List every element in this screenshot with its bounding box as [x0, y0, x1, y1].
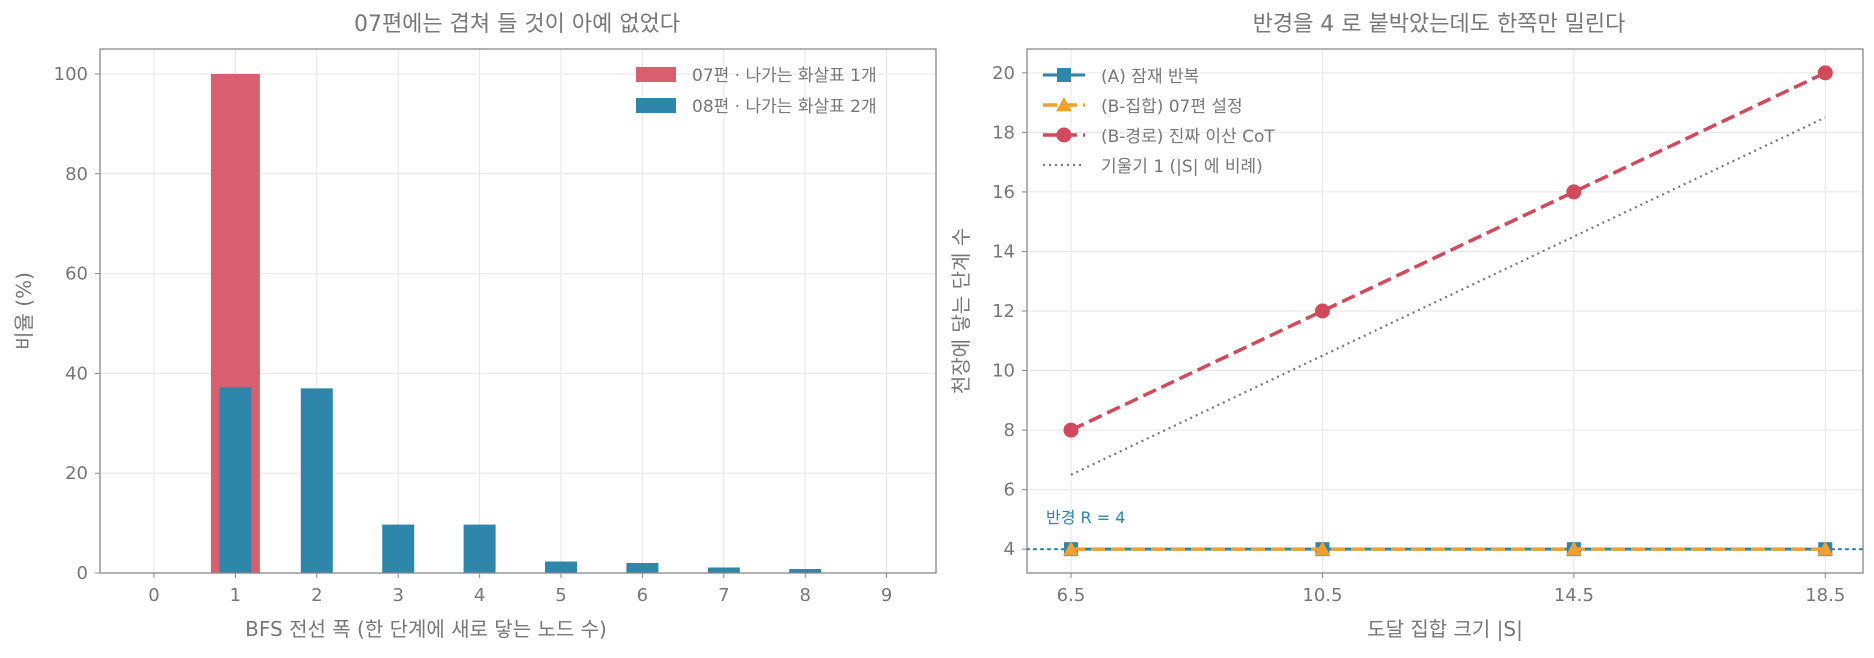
- right-y-tick-label: 16: [992, 182, 1015, 203]
- left-x-tick-label: 9: [881, 585, 892, 606]
- right-y-tick-label: 14: [992, 241, 1015, 262]
- left-y-tick-label: 100: [54, 64, 88, 85]
- right-x-tick-label: 10.5: [1302, 585, 1342, 606]
- left-x-tick-label: 1: [230, 585, 241, 606]
- series-point-2: [1314, 303, 1330, 319]
- legend-marker-1: [1056, 97, 1072, 112]
- bar-08-6: [626, 563, 659, 573]
- bar-08-7: [707, 567, 740, 573]
- legend-label-08: 08편 · 나가는 화살표 2개: [692, 97, 877, 117]
- bar-08-3: [382, 524, 415, 573]
- reach-steps-line-chart: 반경을 4 로 붙박았는데도 한쪽만 밀린다 6.5 10.5 14.5 18.5 4…: [949, 12, 1865, 641]
- right-y-tick-label: 12: [992, 301, 1015, 322]
- series-point-2: [1566, 184, 1582, 200]
- legend-label-07: 07편 · 나가는 화살표 1개: [692, 66, 877, 86]
- series-line-3: [1070, 116, 1826, 476]
- left-x-tick-label: 7: [718, 585, 729, 606]
- bar-08-2: [300, 388, 333, 573]
- right-legend: (A) 잠재 반복 (B-집합) 07편 설정 (B-경로) 진짜 이산 CoT…: [1043, 67, 1275, 177]
- left-x-tick-label: 5: [555, 585, 566, 606]
- left-x-ticks: 0 1 2 3 4 5 6 7 8 9: [148, 573, 892, 606]
- right-y-tick-label: 20: [992, 63, 1015, 84]
- bar-08-1: [219, 387, 252, 573]
- left-plot-frame: [99, 48, 937, 574]
- right-x-tick-label: 6.5: [1057, 585, 1086, 606]
- right-y-tick-label: 8: [1004, 420, 1015, 441]
- series-point-1: [1063, 541, 1079, 556]
- left-y-tick-label: 80: [65, 164, 88, 185]
- left-y-tick-label: 20: [65, 463, 88, 484]
- left-x-tick-label: 4: [474, 585, 485, 606]
- right-x-ticks: 6.5 10.5 14.5 18.5: [1057, 573, 1845, 606]
- legend-label-slope: 기울기 1 (|S| 에 비례): [1101, 157, 1263, 177]
- series-point-1: [1565, 541, 1582, 556]
- right-x-axis-label: 도달 집합 크기 |S|: [1367, 617, 1523, 641]
- series-point-2: [1063, 422, 1079, 438]
- right-y-ticks: 4 6 8 10 12 14 16 18 20: [992, 63, 1027, 560]
- bar-08-5: [545, 561, 577, 573]
- left-x-tick-label: 3: [392, 585, 403, 606]
- left-y-tick-label: 60: [65, 264, 88, 285]
- legend-label-a: (A) 잠재 반복: [1101, 67, 1199, 87]
- left-bars: [210, 73, 822, 573]
- frontier-width-bar-chart: 07편에는 겹쳐 들 것이 아예 없었다 0 1 2 3 4 5 6 7 8 9 0 20 40 60 8…: [12, 12, 937, 641]
- left-x-tick-label: 2: [311, 585, 322, 606]
- left-y-tick-label: 40: [65, 363, 88, 384]
- right-y-tick-label: 4: [1004, 539, 1015, 560]
- right-x-tick-label: 14.5: [1554, 585, 1594, 606]
- right-y-axis-label: 천장에 닿는 단계 수: [949, 228, 973, 394]
- legend-label-b-set: (B-집합) 07편 설정: [1101, 97, 1243, 117]
- right-y-tick-label: 18: [992, 122, 1015, 143]
- right-y-tick-label: 10: [992, 361, 1015, 382]
- left-chart-title: 07편에는 겹쳐 들 것이 아예 없었다: [354, 12, 680, 37]
- right-x-tick-label: 18.5: [1805, 585, 1845, 606]
- left-x-tick-label: 8: [799, 585, 810, 606]
- right-y-tick-label: 6: [1004, 480, 1015, 501]
- right-series: [1025, 65, 1865, 557]
- series-point-1: [1817, 541, 1834, 556]
- bar-08-8: [789, 569, 822, 573]
- left-y-axis-label: 비율 (%): [12, 272, 36, 350]
- left-x-tick-label: 6: [637, 585, 648, 606]
- legend-swatch-07: [636, 67, 676, 82]
- left-y-tick-label: 0: [77, 563, 88, 584]
- right-chart-title: 반경을 4 로 붙박았는데도 한쪽만 밀린다: [1253, 12, 1626, 37]
- series-point-2: [1817, 65, 1833, 81]
- left-x-axis-label: BFS 전선 폭 (한 단계에 새로 닿는 노드 수): [245, 617, 607, 641]
- left-legend: 07편 · 나가는 화살표 1개 08편 · 나가는 화살표 2개: [636, 66, 877, 117]
- legend-marker-2: [1056, 127, 1072, 143]
- left-x-tick-label: 0: [148, 585, 159, 606]
- legend-marker-0: [1057, 68, 1071, 82]
- bar-08-4: [463, 524, 496, 573]
- left-y-ticks: 0 20 40 60 80 100: [54, 64, 100, 584]
- series-point-1: [1314, 541, 1331, 556]
- radius-annotation: 반경 R = 4: [1046, 508, 1125, 527]
- legend-swatch-08: [636, 98, 676, 113]
- legend-label-b-path: (B-경로) 진짜 이산 CoT: [1101, 127, 1275, 147]
